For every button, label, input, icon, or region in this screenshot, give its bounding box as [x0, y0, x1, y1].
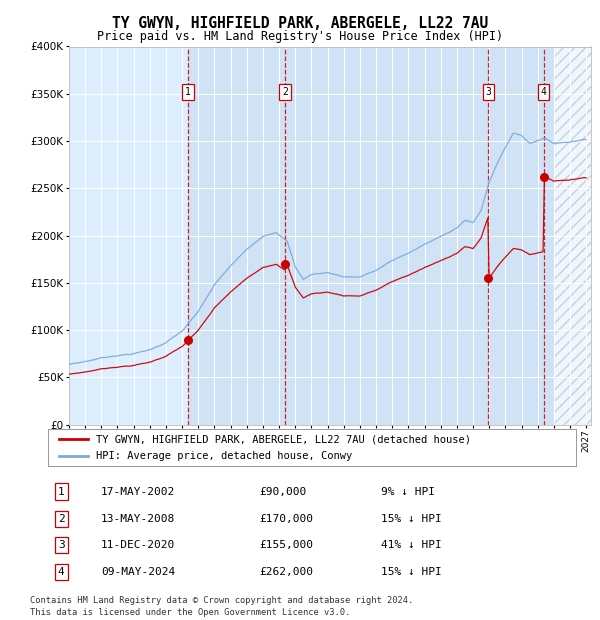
Text: 1: 1	[58, 487, 65, 497]
Text: TY GWYN, HIGHFIELD PARK, ABERGELE, LL22 7AU: TY GWYN, HIGHFIELD PARK, ABERGELE, LL22 …	[112, 16, 488, 30]
Text: 09-MAY-2024: 09-MAY-2024	[101, 567, 175, 577]
Text: 1: 1	[185, 87, 191, 97]
Text: 3: 3	[58, 541, 65, 551]
Text: £155,000: £155,000	[259, 541, 313, 551]
Text: £90,000: £90,000	[259, 487, 307, 497]
Text: Contains HM Land Registry data © Crown copyright and database right 2024.: Contains HM Land Registry data © Crown c…	[30, 596, 413, 606]
Text: £170,000: £170,000	[259, 514, 313, 524]
Text: This data is licensed under the Open Government Licence v3.0.: This data is licensed under the Open Gov…	[30, 608, 350, 617]
Text: 15% ↓ HPI: 15% ↓ HPI	[380, 567, 442, 577]
Bar	[544, 46, 554, 425]
Text: 2: 2	[58, 514, 65, 524]
Text: 13-MAY-2008: 13-MAY-2008	[101, 514, 175, 524]
Text: 4: 4	[541, 87, 547, 97]
Text: 15% ↓ HPI: 15% ↓ HPI	[380, 514, 442, 524]
Bar	[285, 46, 488, 425]
Bar	[488, 46, 544, 425]
Text: Price paid vs. HM Land Registry's House Price Index (HPI): Price paid vs. HM Land Registry's House …	[97, 30, 503, 43]
Text: HPI: Average price, detached house, Conwy: HPI: Average price, detached house, Conw…	[95, 451, 352, 461]
Bar	[188, 46, 285, 425]
Text: 2: 2	[282, 87, 288, 97]
Text: 4: 4	[58, 567, 65, 577]
Text: 17-MAY-2002: 17-MAY-2002	[101, 487, 175, 497]
Text: 3: 3	[485, 87, 491, 97]
Text: 11-DEC-2020: 11-DEC-2020	[101, 541, 175, 551]
Text: £262,000: £262,000	[259, 567, 313, 577]
Text: 41% ↓ HPI: 41% ↓ HPI	[380, 541, 442, 551]
Text: 9% ↓ HPI: 9% ↓ HPI	[380, 487, 434, 497]
Bar	[554, 46, 591, 425]
Text: TY GWYN, HIGHFIELD PARK, ABERGELE, LL22 7AU (detached house): TY GWYN, HIGHFIELD PARK, ABERGELE, LL22 …	[95, 434, 470, 444]
Bar	[554, 46, 591, 425]
